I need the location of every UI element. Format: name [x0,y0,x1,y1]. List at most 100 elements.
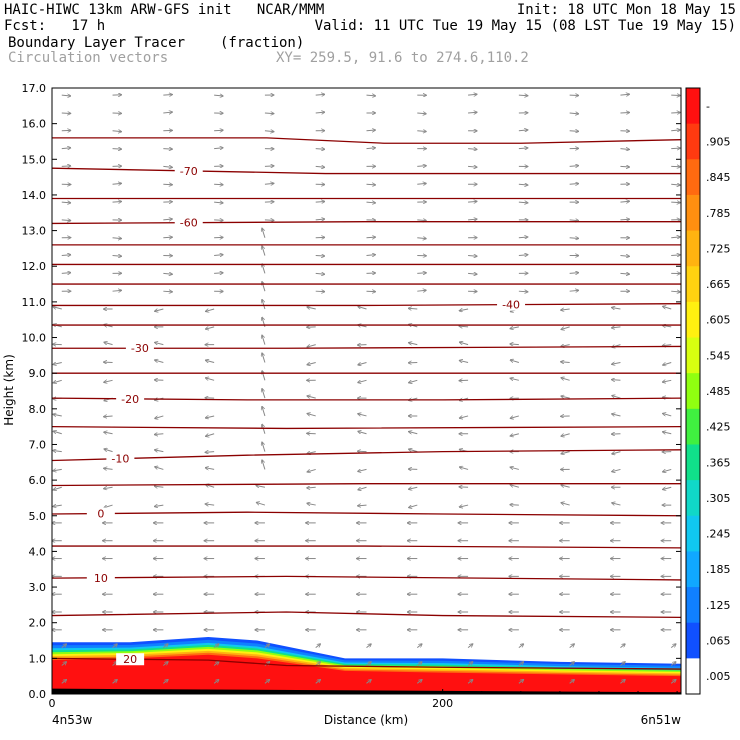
circulation-vector [53,431,62,435]
colorbar-label: .605 [706,314,731,327]
circulation-vector [264,644,270,649]
x-tick-label: 200 [432,697,453,710]
circulation-vector [671,237,680,238]
colorbar-label: .785 [706,207,731,220]
colorbar-swatch [686,587,700,624]
circulation-vector [569,131,579,132]
circulation-vector [315,644,321,649]
circulation-vector [213,680,219,684]
circulation-vector [409,432,418,434]
init-time: Init: 18 UTC Mon 18 May 15 [516,2,736,18]
colorbar-label: .245 [706,528,731,541]
circulation-vector [366,255,376,256]
plot-frame [51,87,682,695]
circulation-vector [61,273,71,274]
circulation-vector [205,308,215,311]
circulation-vector [518,680,524,684]
contour-label: -30 [131,342,149,355]
colorbar-swatch [686,373,700,410]
circulation-vector [214,255,223,256]
circulation-vector [262,246,266,256]
y-tick-label: 6.0 [29,474,47,487]
circulation-vector [468,256,477,257]
x-right-endpoint: 6n51w [641,713,682,727]
circulation-vector [671,184,680,185]
y-tick-label: 10.0 [22,332,47,345]
circulation-vector [262,406,266,417]
cross-section-xy: XY= 259.5, 91.6 to 274.6,110.2 [276,50,529,66]
circulation-vector [459,505,469,507]
circulation-vector [262,460,266,470]
circulation-vector [518,95,528,96]
circulation-vector [467,662,473,666]
circulation-vector [155,450,164,452]
circulation-vector [163,166,172,167]
circulation-vector [569,220,579,221]
colorbar-label: .485 [706,385,731,398]
circulation-vector [408,308,418,309]
contour-label: -10 [111,453,129,466]
circulation-vector [417,273,426,274]
circulation-vector [671,202,680,203]
colorbar-label: .305 [706,492,731,505]
circulation-vector [417,131,426,132]
circulation-vector [467,644,473,649]
y-tick-label: 5.0 [29,510,47,523]
contour-label-bg [86,507,115,520]
contour-label-bg [116,392,145,405]
circulation-vector [154,486,164,487]
circulation-vector [417,290,426,291]
circulation-vector [213,662,219,666]
circulation-vector [256,486,266,488]
circulation-vector [262,335,266,345]
circulation-vector [518,291,528,292]
circulation-vector [53,379,62,383]
colorbar-swatch [686,622,700,659]
temperature-contour [52,575,681,581]
circulation-vector [417,220,426,221]
y-axis-label: Height (km) [2,354,16,425]
circulation-vector [205,360,215,362]
y-tick-label: 4.0 [29,545,47,558]
circulation-vector [409,343,418,345]
circulation-vector [569,290,579,291]
valid-time: Valid: 11 UTC Tue 19 May 15 (08 LST Tue … [314,18,736,34]
circulation-vector [104,380,113,382]
circulation-vector [518,130,528,131]
circulation-vector [112,201,122,202]
circulation-vector [569,238,579,239]
circulation-vector [366,130,376,131]
circulation-vector [611,380,621,381]
temperature-contour [52,167,681,175]
circulation-vector [366,662,372,666]
circulation-vector [214,95,223,96]
circulation-vector [358,431,367,435]
colorbar-label: .005 [706,670,731,683]
contour-label: -40 [502,299,520,312]
circulation-vector [104,504,113,508]
circulation-vector [112,131,122,132]
circulation-vector [358,380,367,382]
circulation-vector [262,264,266,274]
circulation-vector [112,256,122,257]
circulation-vector [214,202,223,203]
contour-label: -70 [180,165,198,178]
colorbar-label: .125 [706,599,731,612]
circulation-vector [569,166,579,167]
circulation-vector [112,238,122,239]
colorbar-label: .905 [706,135,731,148]
circulation-vector [366,148,376,149]
circulation-vector [620,112,629,113]
circulation-vector [104,342,113,346]
circulation-vector [163,680,168,684]
circulation-vector [671,255,680,256]
circulation-vector [112,644,118,649]
colorbar-swatch [686,480,700,517]
forecast-hour: Fcst: 17 h [4,18,106,34]
colorbar-swatch [686,444,700,481]
circulation-vector [53,486,62,490]
circulation-vector [163,237,172,238]
temperature-contour [52,449,681,462]
circulation-vector [307,414,316,417]
circulation-vector [510,344,519,345]
